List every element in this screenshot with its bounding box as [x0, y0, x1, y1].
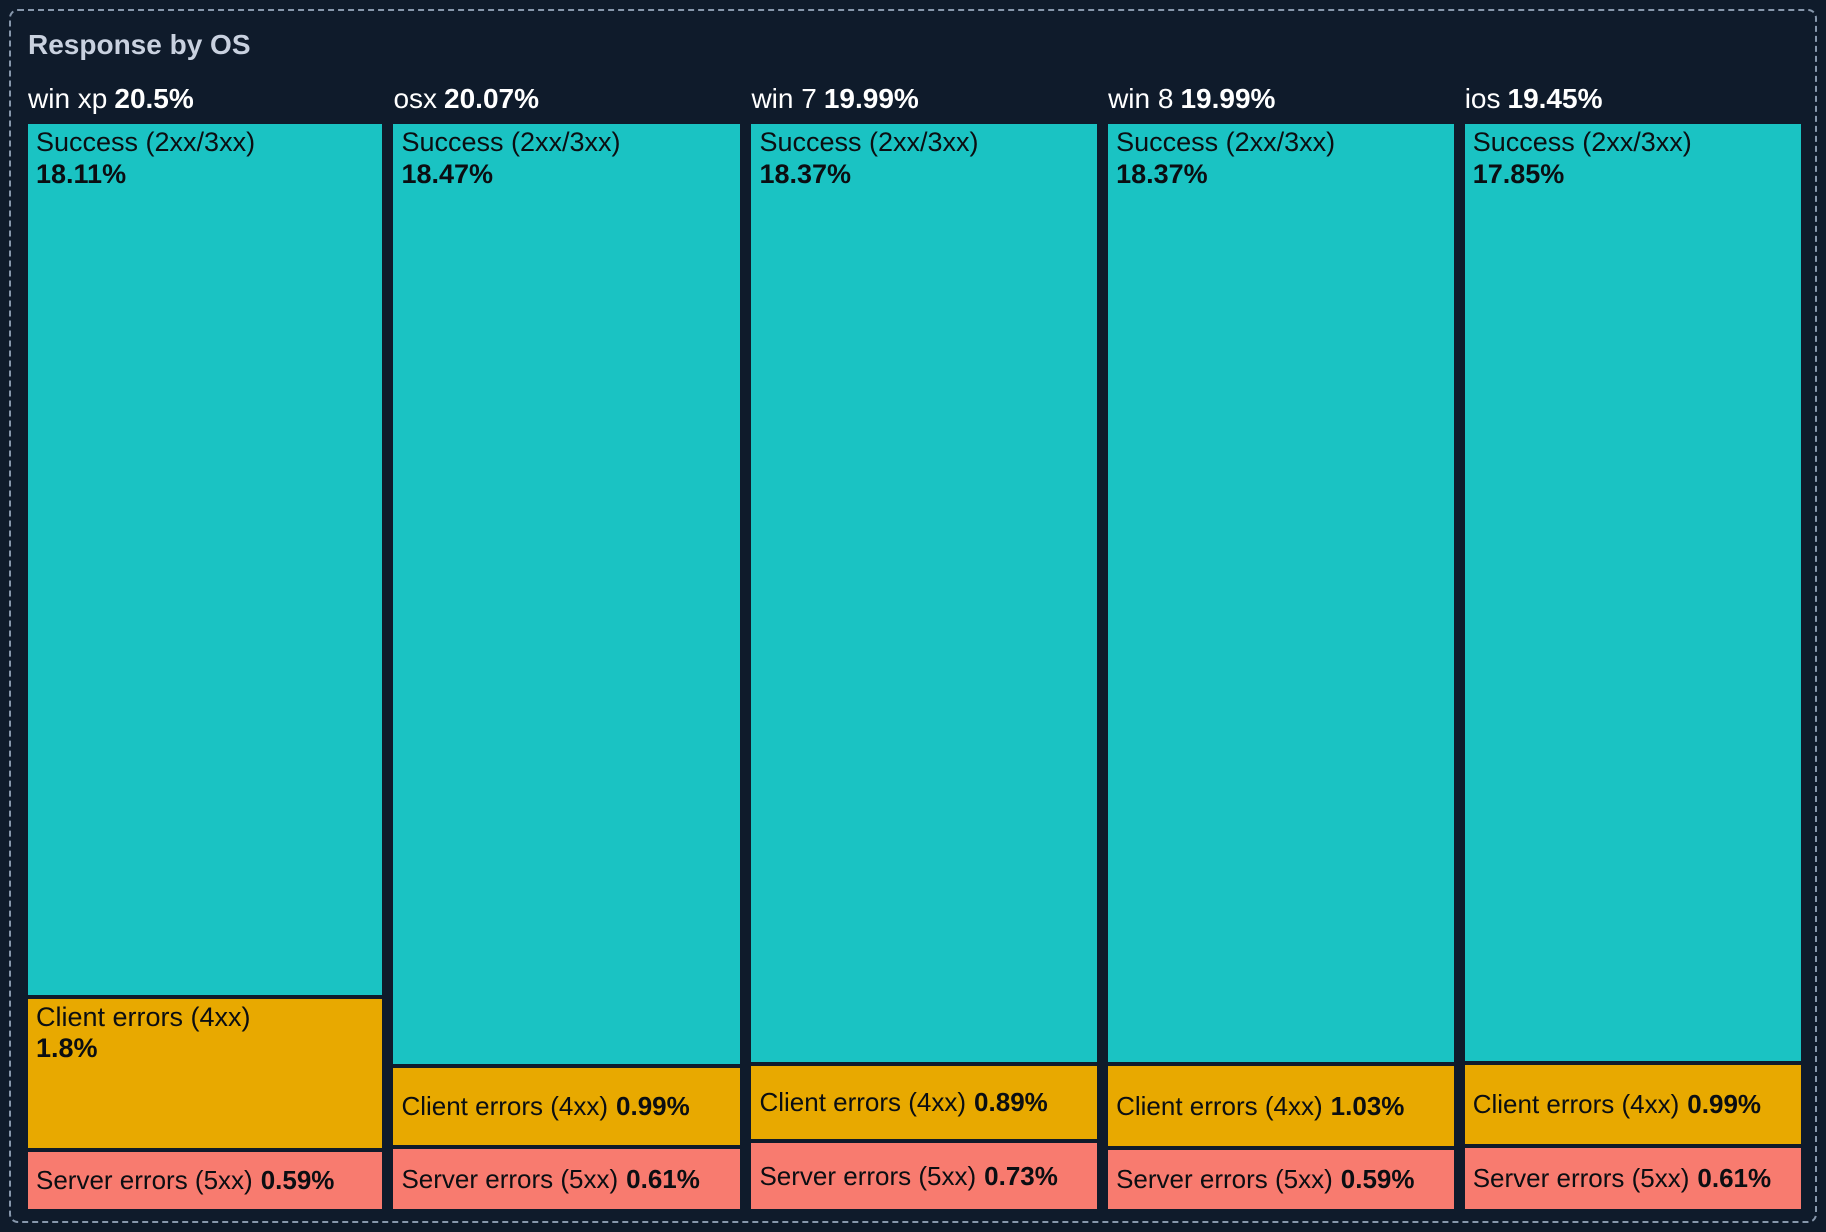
- segment-osx-server-errors-5xx[interactable]: Server errors (5xx) 0.61%: [393, 1149, 741, 1209]
- column-segments: Success (2xx/3xx) 18.47% Client errors (4x…: [393, 124, 741, 1209]
- segment-ios-server-errors-5xx[interactable]: Server errors (5xx) 0.61%: [1464, 1148, 1801, 1209]
- segment-label: Server errors (5xx): [36, 1164, 253, 1195]
- segment-value: 18.11%: [36, 159, 127, 190]
- segment-osx-success-2xx-3xx[interactable]: Success (2xx/3xx) 18.47%: [393, 124, 741, 1064]
- segment-win-7-server-errors-5xx[interactable]: Server errors (5xx) 0.73%: [751, 1143, 1098, 1209]
- segment-value: 18.37%: [1116, 159, 1208, 190]
- segment-win-8-client-errors-4xx[interactable]: Client errors (4xx) 1.03%: [1108, 1066, 1454, 1147]
- segment-label: Success (2xx/3xx): [759, 127, 979, 158]
- segment-label: Client errors (4xx): [1472, 1089, 1680, 1120]
- column-header-value: 20.07%: [444, 82, 539, 114]
- segment-win-8-success-2xx-3xx[interactable]: Success (2xx/3xx) 18.37%: [1108, 124, 1454, 1063]
- segment-label: Server errors (5xx): [401, 1163, 619, 1194]
- column-header-name: win 7: [751, 82, 817, 114]
- segment-value: 18.47%: [401, 159, 494, 190]
- segment-win-7-client-errors-4xx[interactable]: Client errors (4xx) 0.89%: [751, 1066, 1098, 1140]
- column-header-name: ios: [1464, 82, 1501, 114]
- treemap-column-ios: ios 19.45% Success (2xx/3xx) 17.85% Client …: [1464, 82, 1801, 1209]
- column-header-value: 19.45%: [1507, 82, 1603, 114]
- column-header: win xp 20.5%: [28, 82, 382, 116]
- segment-value: 0.61%: [1697, 1163, 1772, 1194]
- column-header: osx 20.07%: [393, 82, 740, 116]
- segment-osx-client-errors-4xx[interactable]: Client errors (4xx) 0.99%: [393, 1067, 741, 1146]
- segment-value: 0.61%: [626, 1163, 700, 1194]
- treemap-column-osx: osx 20.07% Success (2xx/3xx) 18.47% Client …: [393, 82, 741, 1209]
- segment-win-xp-server-errors-5xx[interactable]: Server errors (5xx) 0.59%: [28, 1151, 383, 1209]
- column-segments: Success (2xx/3xx) 17.85% Client errors (4x…: [1464, 124, 1801, 1209]
- segment-win-xp-success-2xx-3xx[interactable]: Success (2xx/3xx) 18.11%: [28, 124, 383, 995]
- segment-label: Client errors (4xx): [36, 1001, 251, 1032]
- segment-label: Client errors (4xx): [401, 1090, 609, 1121]
- column-header-value: 19.99%: [1180, 82, 1276, 114]
- segment-win-8-server-errors-5xx[interactable]: Server errors (5xx) 0.59%: [1108, 1150, 1454, 1209]
- segment-ios-success-2xx-3xx[interactable]: Success (2xx/3xx) 17.85%: [1464, 124, 1801, 1062]
- segment-win-7-success-2xx-3xx[interactable]: Success (2xx/3xx) 18.37%: [751, 124, 1098, 1063]
- segment-win-xp-client-errors-4xx[interactable]: Client errors (4xx) 1.8%: [28, 998, 383, 1148]
- segment-value: 0.99%: [1687, 1089, 1762, 1120]
- column-segments: Success (2xx/3xx) 18.37% Client errors (4x…: [1108, 124, 1454, 1209]
- column-header-name: osx: [393, 82, 438, 114]
- segment-value: 1.8%: [36, 1033, 98, 1064]
- column-header-value: 19.99%: [823, 82, 919, 114]
- segment-label: Client errors (4xx): [759, 1087, 967, 1118]
- segment-value: 1.03%: [1330, 1090, 1405, 1121]
- column-segments: Success (2xx/3xx) 18.37% Client errors (4x…: [751, 124, 1098, 1209]
- treemap-column-win-7: win 7 19.99% Success (2xx/3xx) 18.37% Clien…: [751, 82, 1098, 1209]
- column-header: ios 19.45%: [1465, 82, 1801, 116]
- segment-value: 0.59%: [260, 1164, 335, 1195]
- column-header-name: win xp: [28, 82, 108, 114]
- segment-label: Success (2xx/3xx): [36, 127, 256, 158]
- segment-value: 0.59%: [1340, 1164, 1415, 1195]
- treemap-chart: win xp 20.5% Success (2xx/3xx) 18.11% Clien…: [28, 82, 1801, 1209]
- column-header: win 8 19.99%: [1108, 82, 1454, 116]
- segment-value: 17.85%: [1472, 159, 1565, 190]
- column-header-value: 20.5%: [114, 82, 194, 114]
- segment-label: Success (2xx/3xx): [1116, 127, 1336, 158]
- segment-label: Success (2xx/3xx): [1472, 127, 1692, 158]
- chart-panel: Response by OS win xp 20.5% Success (2xx/…: [9, 9, 1817, 1223]
- segment-label: Server errors (5xx): [1472, 1163, 1690, 1194]
- segment-label: Server errors (5xx): [759, 1160, 977, 1191]
- column-header-name: win 8: [1108, 82, 1174, 114]
- treemap-column-win-8: win 8 19.99% Success (2xx/3xx) 18.37% Clien…: [1108, 82, 1454, 1209]
- segment-value: 18.37%: [759, 159, 852, 190]
- panel-title: Response by OS: [28, 29, 251, 60]
- segment-value: 0.73%: [984, 1160, 1058, 1191]
- segment-label: Server errors (5xx): [1116, 1164, 1333, 1195]
- column-segments: Success (2xx/3xx) 18.11% Client errors (4x…: [28, 124, 383, 1209]
- segment-label: Success (2xx/3xx): [401, 127, 621, 158]
- treemap-column-win-xp: win xp 20.5% Success (2xx/3xx) 18.11% Clien…: [28, 82, 383, 1209]
- segment-label: Client errors (4xx): [1116, 1090, 1323, 1121]
- segment-ios-client-errors-4xx[interactable]: Client errors (4xx) 0.99%: [1464, 1065, 1801, 1145]
- segment-value: 0.89%: [974, 1087, 1048, 1118]
- column-header: win 7 19.99%: [751, 82, 1097, 116]
- segment-value: 0.99%: [616, 1090, 690, 1121]
